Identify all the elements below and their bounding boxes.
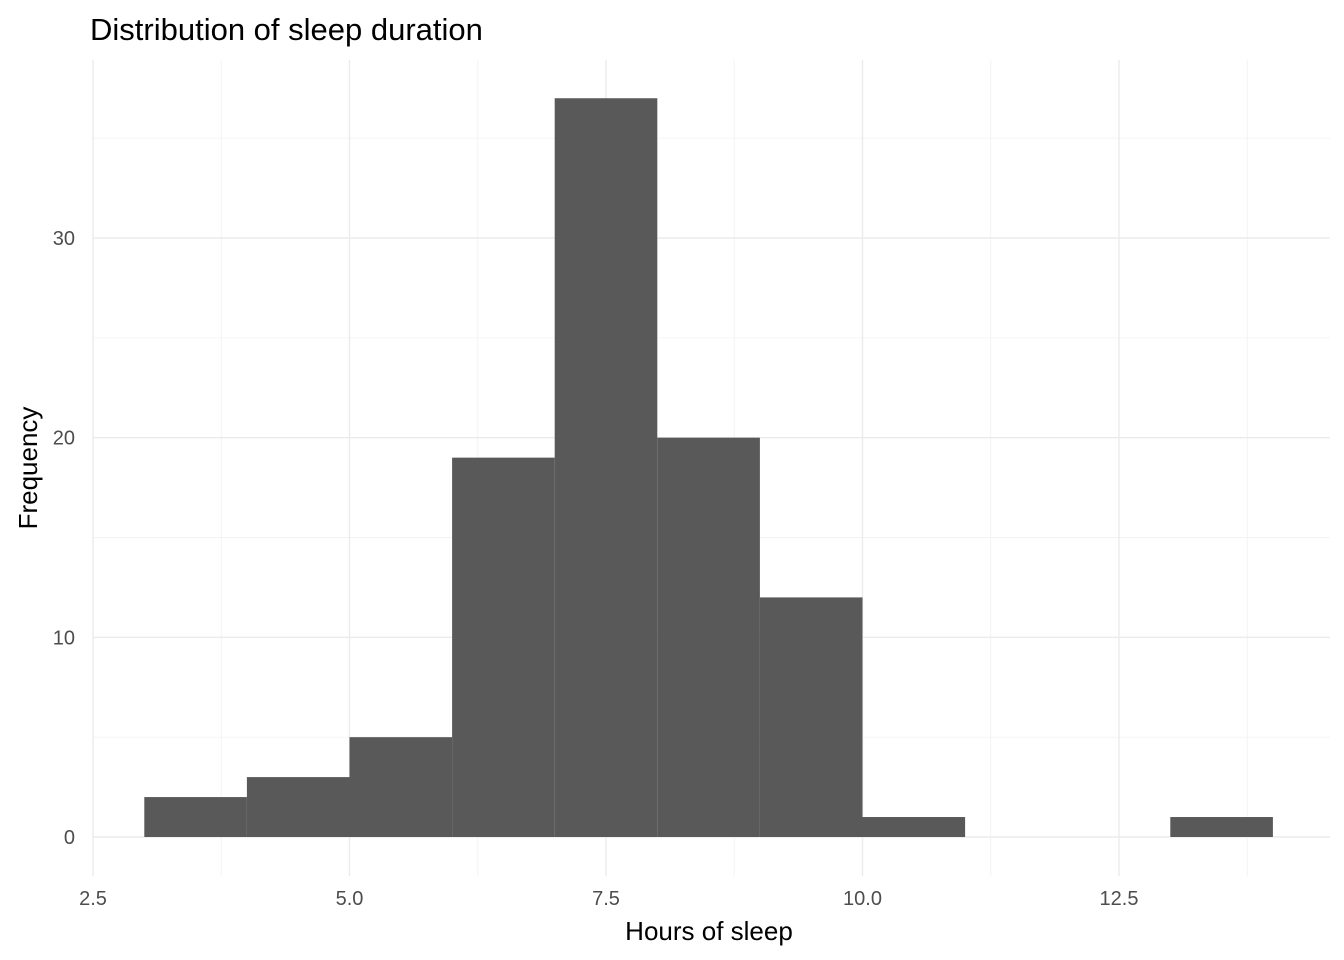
tick-labels-layer: 2.5 5.0 7.5 10.0 12.5 0 10 20 30 [53, 228, 1139, 910]
histogram-bar [759, 597, 863, 837]
bars-layer [144, 98, 1273, 837]
histogram-bar [452, 457, 555, 837]
x-tick-label: 7.5 [592, 888, 620, 910]
histogram-bar [1170, 817, 1273, 837]
histogram-bar [349, 737, 453, 837]
y-tick-label: 10 [53, 627, 75, 649]
histogram-bar [144, 797, 247, 837]
y-tick-label: 0 [64, 827, 75, 849]
chart-title: Distribution of sleep duration [90, 12, 483, 47]
y-axis-title: Frequency [13, 407, 43, 530]
x-axis-title: Hours of sleep [625, 916, 793, 946]
y-tick-label: 20 [53, 428, 75, 450]
x-tick-label: 2.5 [79, 888, 107, 910]
x-tick-label: 10.0 [843, 888, 882, 910]
y-tick-label: 30 [53, 228, 75, 250]
histogram-bar [862, 817, 966, 837]
histogram-bar [246, 777, 350, 837]
x-tick-label: 12.5 [1100, 888, 1139, 910]
histogram-bar [554, 98, 658, 837]
x-tick-label: 5.0 [336, 888, 364, 910]
histogram-bar [657, 437, 760, 837]
